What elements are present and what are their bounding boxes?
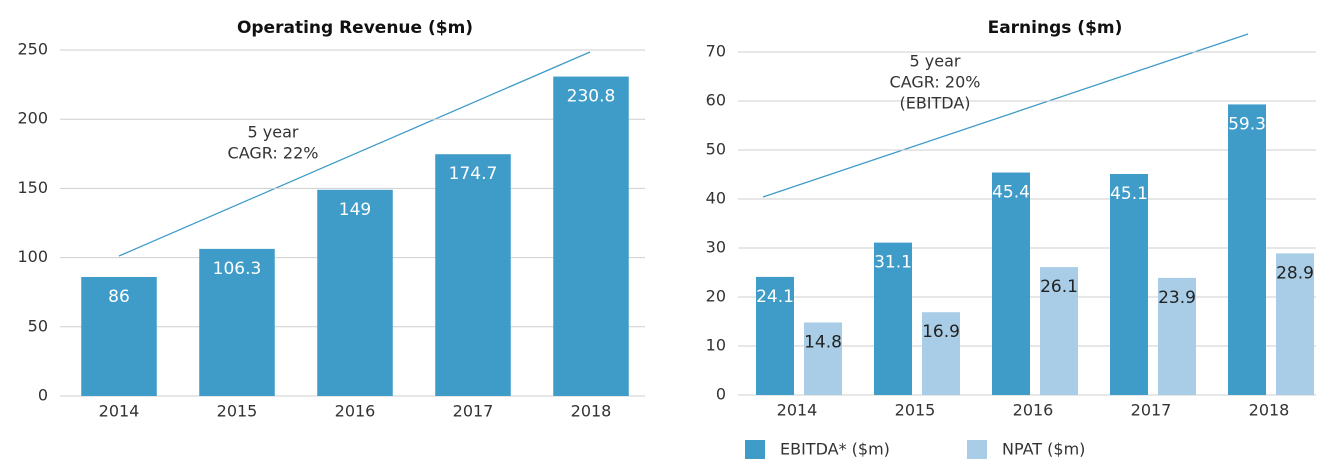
x-tick-label: 2016 xyxy=(1013,401,1054,420)
bar xyxy=(1276,253,1314,395)
y-tick-label: 150 xyxy=(17,178,48,197)
x-tick-label: 2017 xyxy=(453,402,494,421)
value-label: 106.3 xyxy=(213,259,262,279)
trend-line xyxy=(118,51,591,257)
value-label: 174.7 xyxy=(449,164,498,184)
y-tick-label: 100 xyxy=(17,247,48,266)
x-tick-label: 2014 xyxy=(777,401,818,420)
bar xyxy=(1040,267,1078,395)
y-tick-label: 20 xyxy=(706,287,726,306)
x-tick-label: 2018 xyxy=(571,402,612,421)
y-tick-label: 0 xyxy=(716,385,726,404)
value-label: 31.1 xyxy=(874,253,912,273)
bar xyxy=(1228,104,1266,396)
trend-line xyxy=(762,33,1249,198)
legend-label: NPAT ($m) xyxy=(1002,440,1085,459)
y-tick-label: 50 xyxy=(28,316,48,335)
x-tick-label: 2016 xyxy=(335,402,376,421)
bar xyxy=(199,248,275,396)
annotation: (EBITDA) xyxy=(899,94,970,113)
bar xyxy=(1110,174,1148,395)
chart-title: Earnings ($m) xyxy=(988,18,1123,38)
legend-swatch xyxy=(967,440,987,459)
y-tick-label: 40 xyxy=(706,189,726,208)
annotation: 5 year xyxy=(248,123,299,142)
value-label: 14.8 xyxy=(804,332,842,352)
y-tick-label: 0 xyxy=(38,386,48,405)
bar xyxy=(756,276,794,395)
annotation: CAGR: 22% xyxy=(228,144,319,163)
bar xyxy=(1158,277,1196,395)
x-tick-label: 2015 xyxy=(895,401,936,420)
y-tick-label: 50 xyxy=(706,140,726,159)
value-label: 230.8 xyxy=(567,87,616,107)
bar xyxy=(553,76,629,396)
value-label: 23.9 xyxy=(1158,288,1196,308)
value-label: 45.1 xyxy=(1110,184,1148,204)
legend-swatch xyxy=(745,440,765,459)
y-tick-label: 250 xyxy=(17,40,48,59)
value-label: 45.4 xyxy=(992,183,1030,203)
x-tick-label: 2018 xyxy=(1249,401,1290,420)
x-tick-label: 2017 xyxy=(1131,401,1172,420)
x-tick-label: 2015 xyxy=(217,402,258,421)
bar xyxy=(992,172,1030,395)
value-label: 59.3 xyxy=(1228,114,1266,134)
y-tick-label: 60 xyxy=(706,91,726,110)
bar xyxy=(81,276,157,396)
bar xyxy=(804,322,842,395)
chart-title: Operating Revenue ($m) xyxy=(237,18,473,38)
value-label: 24.1 xyxy=(756,287,794,307)
bar xyxy=(435,154,511,396)
value-label: 26.1 xyxy=(1040,277,1078,297)
value-label: 86 xyxy=(108,287,130,307)
bar xyxy=(317,189,393,396)
legend-label: EBITDA* ($m) xyxy=(780,440,890,459)
value-label: 28.9 xyxy=(1276,263,1314,283)
bar xyxy=(922,312,960,395)
x-tick-label: 2014 xyxy=(99,402,140,421)
y-tick-label: 10 xyxy=(706,336,726,355)
bar xyxy=(874,242,912,395)
y-tick-label: 70 xyxy=(706,42,726,61)
value-label: 16.9 xyxy=(922,322,960,342)
annotation: CAGR: 20% xyxy=(890,73,981,92)
annotation: 5 year xyxy=(910,52,961,71)
y-tick-label: 200 xyxy=(17,109,48,128)
y-tick-label: 30 xyxy=(706,238,726,257)
value-label: 149 xyxy=(339,200,371,220)
